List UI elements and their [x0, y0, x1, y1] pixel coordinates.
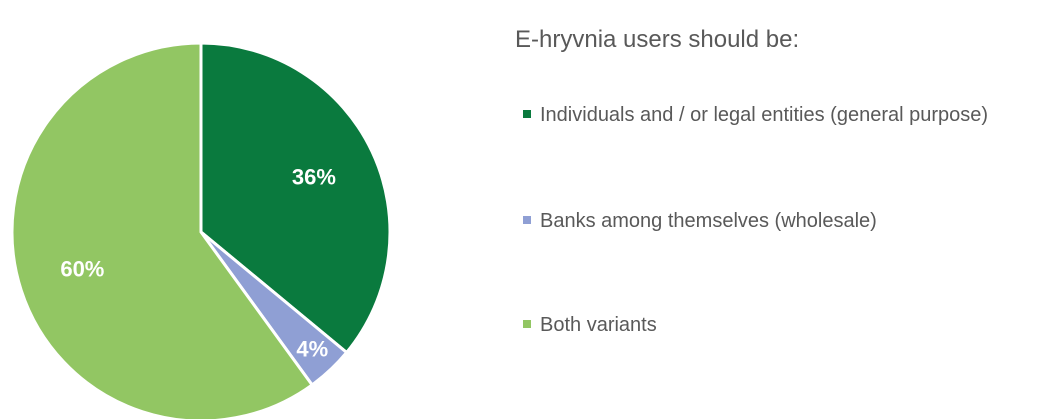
legend-swatch	[523, 320, 531, 328]
data-label: 4%	[296, 336, 328, 361]
legend-label: Individuals and / or legal entities (gen…	[540, 104, 989, 126]
legend-title: E-hryvnia users should be:	[515, 26, 800, 53]
legend-label: Both variants	[540, 314, 657, 336]
pie-slice	[10, 41, 315, 419]
data-label: 36%	[292, 165, 336, 190]
legend-item: Individuals and / or legal entities (gen…	[523, 102, 1038, 128]
legend-swatch	[523, 110, 531, 118]
pie-slice	[199, 41, 392, 355]
legend-item: Banks among themselves (wholesale)	[523, 208, 1038, 234]
legend-swatch	[523, 216, 531, 224]
data-label: 60%	[60, 256, 104, 281]
legend-label: Banks among themselves (wholesale)	[540, 210, 877, 232]
legend-item: Both variants	[523, 312, 1038, 338]
